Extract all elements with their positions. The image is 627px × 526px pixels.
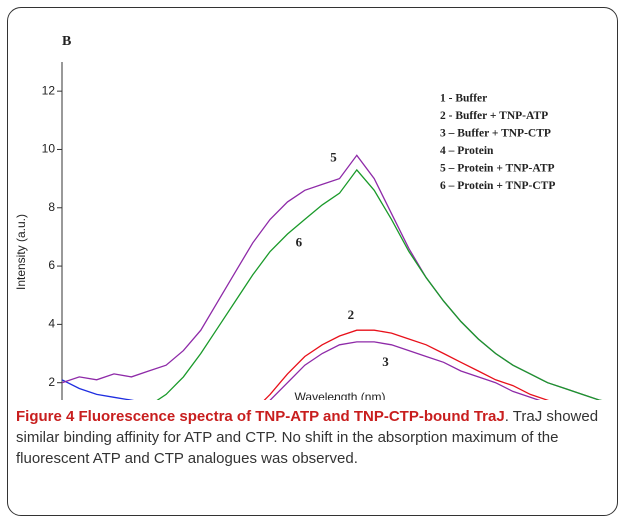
- curve-label: 3: [382, 354, 389, 369]
- curve-label: 4: [330, 396, 337, 400]
- legend-entry: 3 – Buffer + TNP-CTP: [440, 128, 551, 140]
- curve-label: 2: [348, 307, 355, 322]
- legend-entry: 2 - Buffer + TNP-ATP: [440, 110, 548, 122]
- curve-label: 5: [330, 150, 337, 165]
- series-line: [263, 329, 550, 400]
- legend-entry: 6 – Protein + TNP-CTP: [440, 180, 555, 192]
- legend-entry: 4 – Protein: [440, 145, 494, 157]
- caption: Figure 4 Fluorescence spectra of TNP-ATP…: [16, 406, 616, 469]
- caption-title: Figure 4 Fluorescence spectra of TNP-ATP…: [16, 408, 505, 425]
- chart: B Wavelength (nm) Intensity (a.u.) 02468…: [14, 34, 603, 400]
- y-axis-title: Intensity (a.u.): [14, 214, 28, 290]
- x-axis-title: Wavelength (nm): [295, 390, 386, 400]
- curve-label: 6: [296, 234, 303, 249]
- legend-entry: 1 - Buffer: [440, 93, 487, 105]
- legend-entry: 5 – Protein + TNP-ATP: [440, 163, 555, 175]
- y-tick-label: 4: [48, 317, 55, 331]
- series-line: [156, 168, 603, 400]
- panel-label: B: [62, 34, 71, 49]
- y-tick-label: 10: [42, 142, 56, 156]
- y-tick-label: 8: [48, 200, 55, 214]
- y-tick-label: 2: [48, 375, 55, 389]
- y-tick-label: 12: [42, 83, 56, 97]
- y-tick-label: 6: [48, 258, 55, 272]
- series-line: [269, 341, 541, 400]
- caption-text: . TraJ showed similar binding affinity f…: [16, 408, 599, 467]
- figure-frame: [7, 7, 618, 516]
